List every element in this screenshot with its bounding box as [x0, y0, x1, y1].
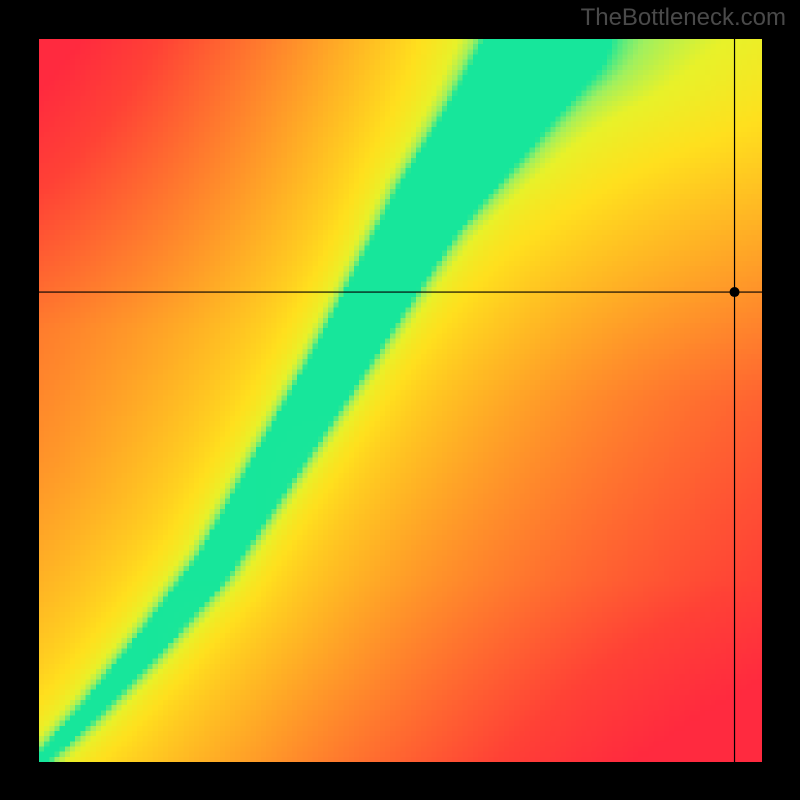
bottleneck-heatmap: [39, 39, 762, 762]
chart-container: TheBottleneck.com: [0, 0, 800, 800]
watermark-text: TheBottleneck.com: [581, 4, 786, 32]
